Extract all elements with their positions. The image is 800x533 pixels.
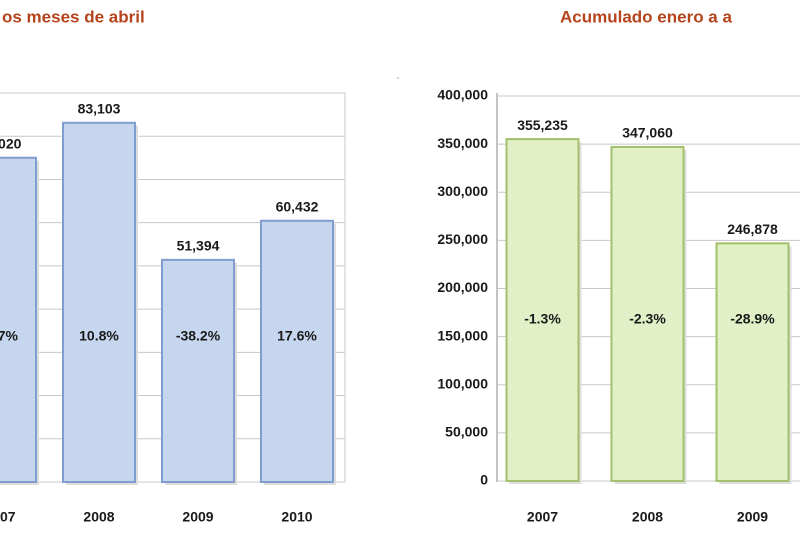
y-tick-label: 200,000 (437, 279, 488, 295)
y-tick-label: 150,000 (437, 327, 488, 343)
dot (397, 77, 399, 79)
data-label: 75,020 (0, 135, 22, 151)
bar (0, 156, 37, 483)
y-tick-label: 100,000 (437, 375, 488, 391)
change-label: -2.3% (629, 311, 666, 327)
data-label: 51,394 (177, 238, 220, 254)
data-label: 355,235 (517, 117, 568, 133)
data-label: 347,060 (622, 125, 673, 141)
change-label: 17.6% (277, 328, 317, 344)
change-label: -1.3% (524, 311, 561, 327)
bar (260, 219, 334, 483)
data-label: 60,432 (276, 199, 319, 215)
bar (610, 145, 685, 482)
data-label: 83,103 (78, 101, 121, 117)
change-label: 10.8% (79, 328, 119, 344)
change-label: 7% (0, 328, 19, 344)
y-tick-label: 350,000 (437, 135, 488, 151)
y-tick-label: 300,000 (437, 183, 488, 199)
x-tick-label: 2008 (632, 509, 663, 525)
bar (715, 242, 790, 482)
change-label: -38.2% (176, 328, 221, 344)
y-tick-label: 50,000 (445, 424, 488, 440)
chart-title: Acumulado enero a a (560, 7, 732, 26)
bar (505, 138, 580, 483)
bar (62, 121, 136, 483)
x-tick-label: 2009 (182, 509, 213, 525)
bar (161, 258, 235, 483)
x-tick-label: 2010 (281, 509, 312, 525)
x-tick-label: 2007 (0, 509, 16, 525)
y-tick-label: 0 (480, 472, 488, 488)
y-tick-label: 250,000 (437, 231, 488, 247)
x-tick-label: 2009 (737, 509, 768, 525)
y-tick-label: 400,000 (437, 87, 488, 103)
data-label: 246,878 (727, 221, 778, 237)
x-tick-label: 2008 (83, 509, 114, 525)
chart-title: os meses de abril (2, 7, 145, 26)
x-tick-label: 2007 (527, 509, 558, 525)
change-label: -28.9% (730, 311, 775, 327)
